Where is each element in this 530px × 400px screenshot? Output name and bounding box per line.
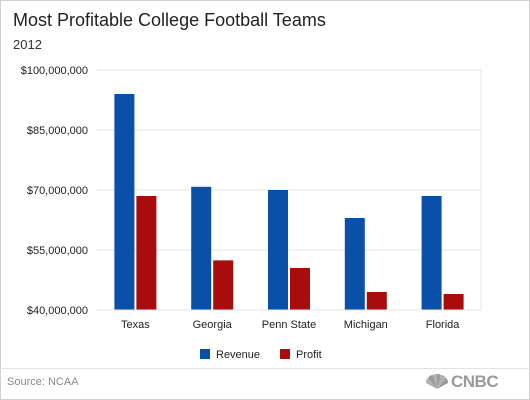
- x-tick-label: Texas: [121, 319, 150, 331]
- x-tick-label: Penn State: [262, 319, 316, 331]
- y-tick-label: $100,000,000: [21, 65, 88, 77]
- x-tick-label: Michigan: [344, 319, 388, 331]
- chart-title: Most Profitable College Football Teams: [13, 10, 326, 30]
- bar-profit-penn-state: [290, 268, 310, 310]
- bar-chart: $40,000,000 $55,000,000 $70,000,000 $85,000…: [21, 65, 482, 361]
- y-tick-label: $70,000,000: [27, 185, 88, 197]
- source-note: Source: NCAA: [7, 376, 79, 388]
- chart-subtitle: 2012: [13, 37, 42, 52]
- bar-profit-florida: [443, 294, 464, 310]
- y-tick-label: $85,000,000: [27, 125, 88, 137]
- logo-text: CNBC: [451, 372, 499, 391]
- legend-label-profit: Profit: [296, 349, 322, 361]
- y-tick-label: $55,000,000: [27, 245, 88, 257]
- bar-profit-texas: [136, 196, 157, 310]
- bar-revenue-texas: [114, 94, 135, 310]
- cnbc-logo: CNBC: [425, 372, 499, 391]
- legend-swatch-profit: [280, 349, 290, 359]
- bar-revenue-florida: [421, 196, 442, 310]
- peacock-icon: [425, 374, 449, 389]
- bar-profit-georgia: [213, 260, 234, 310]
- bar-revenue-penn-state: [268, 190, 288, 310]
- bar-revenue-georgia: [191, 186, 212, 310]
- legend-label-revenue: Revenue: [216, 349, 260, 361]
- footer-divider: [0, 368, 530, 369]
- x-tick-label: Florida: [426, 319, 461, 331]
- bar-profit-michigan: [366, 292, 387, 310]
- legend-swatch-revenue: [200, 349, 210, 359]
- y-tick-label: $40,000,000: [27, 305, 88, 317]
- x-tick-label: Georgia: [193, 319, 233, 331]
- bar-revenue-michigan: [344, 218, 365, 310]
